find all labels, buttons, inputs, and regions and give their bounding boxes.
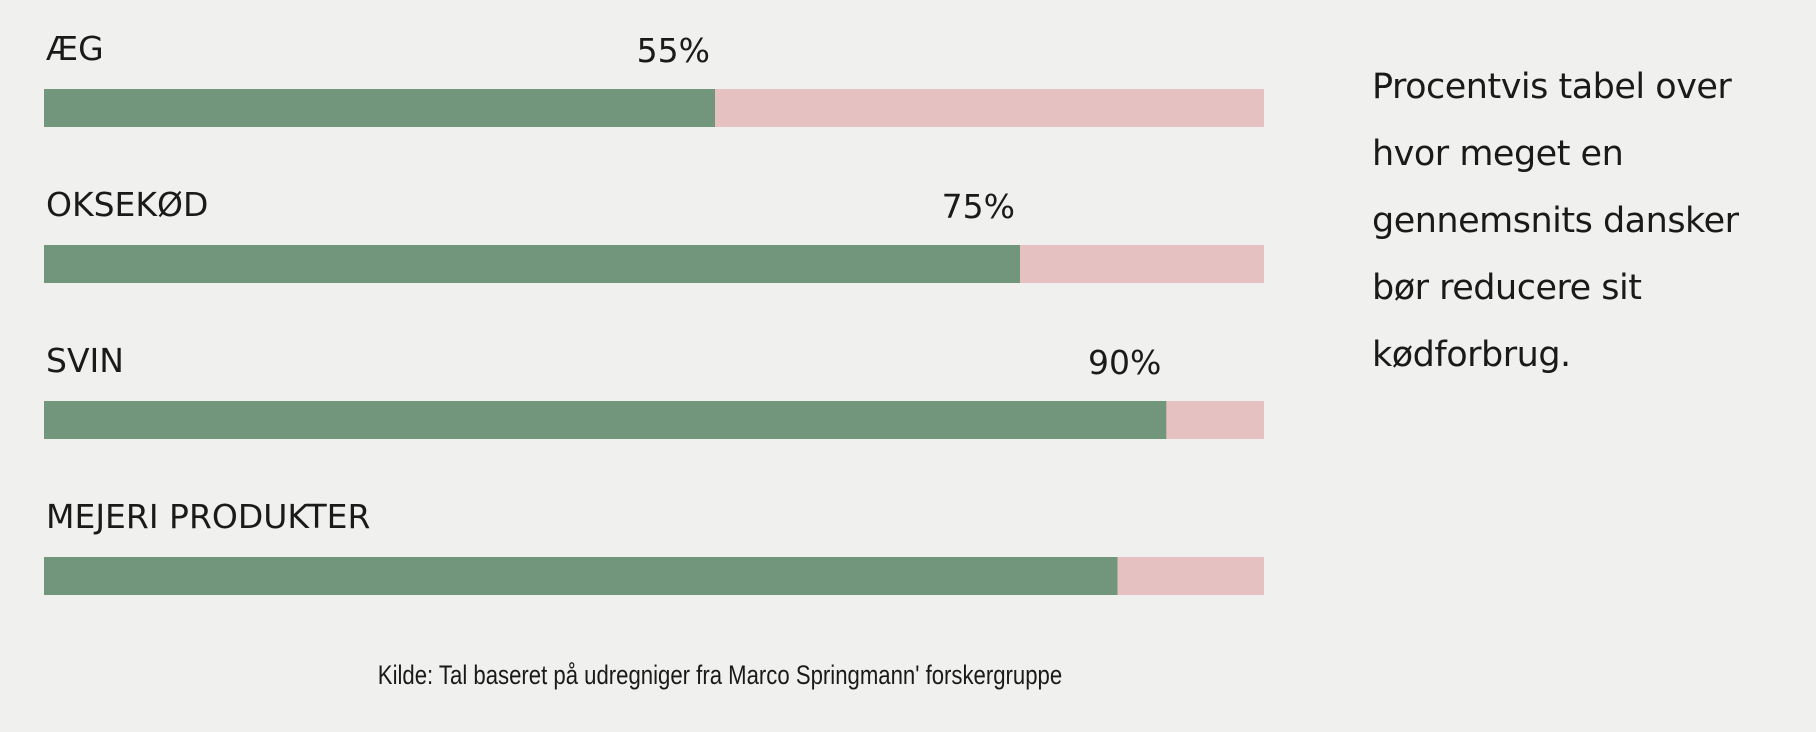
bar-reduce-svin [44,401,1167,439]
category-label-mejeri-produkter: MEJERI PRODUKTER [46,497,370,536]
category-label-svin: SVIN [46,341,124,380]
chart-description: Procentvis tabel over hvor meget en genn… [1372,67,1739,375]
source-note: Kilde: Tal baseret på udregniger fra Mar… [377,660,1063,690]
bar-remaining-mejeri-produkter [1117,557,1264,595]
value-label-æg: 55% [637,31,710,70]
bar-reduce-mejeri-produkter [44,557,1118,595]
value-label-oksekød: 75% [942,187,1015,226]
value-label-svin: 90% [1088,343,1161,382]
bar-reduce-æg [44,89,715,127]
bar-remaining-æg [715,89,1264,127]
category-label-oksekød: OKSEKØD [46,185,208,224]
category-label-æg: ÆG [46,29,104,68]
bar-reduce-oksekød [44,245,1020,283]
bar-remaining-oksekød [1020,245,1264,283]
bar-remaining-svin [1166,401,1264,439]
